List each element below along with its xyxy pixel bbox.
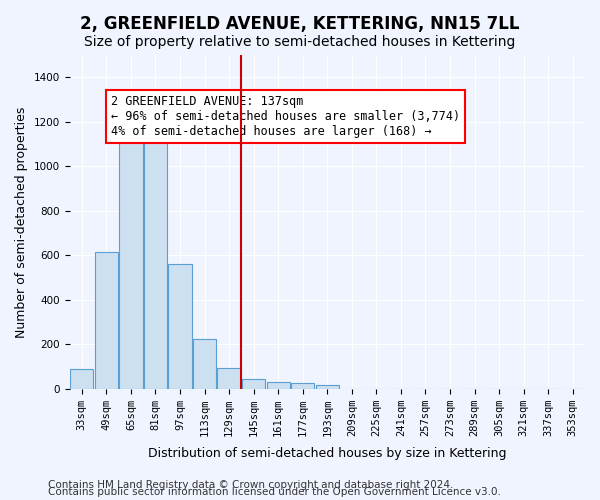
Text: Contains public sector information licensed under the Open Government Licence v3: Contains public sector information licen… <box>48 487 501 497</box>
Bar <box>291 383 314 388</box>
Bar <box>266 382 290 388</box>
X-axis label: Distribution of semi-detached houses by size in Kettering: Distribution of semi-detached houses by … <box>148 447 506 460</box>
Bar <box>119 138 143 388</box>
Bar <box>193 338 216 388</box>
Bar <box>169 264 191 388</box>
Text: 2 GREENFIELD AVENUE: 137sqm
← 96% of semi-detached houses are smaller (3,774)
4%: 2 GREENFIELD AVENUE: 137sqm ← 96% of sem… <box>111 95 460 138</box>
Text: 2, GREENFIELD AVENUE, KETTERING, NN15 7LL: 2, GREENFIELD AVENUE, KETTERING, NN15 7L… <box>80 15 520 33</box>
Bar <box>316 386 339 388</box>
Bar <box>70 368 94 388</box>
Bar <box>144 138 167 388</box>
Text: Contains HM Land Registry data © Crown copyright and database right 2024.: Contains HM Land Registry data © Crown c… <box>48 480 454 490</box>
Text: Size of property relative to semi-detached houses in Kettering: Size of property relative to semi-detach… <box>85 35 515 49</box>
Y-axis label: Number of semi-detached properties: Number of semi-detached properties <box>15 106 28 338</box>
Bar <box>242 378 265 388</box>
Bar <box>95 252 118 388</box>
Bar <box>217 368 241 388</box>
